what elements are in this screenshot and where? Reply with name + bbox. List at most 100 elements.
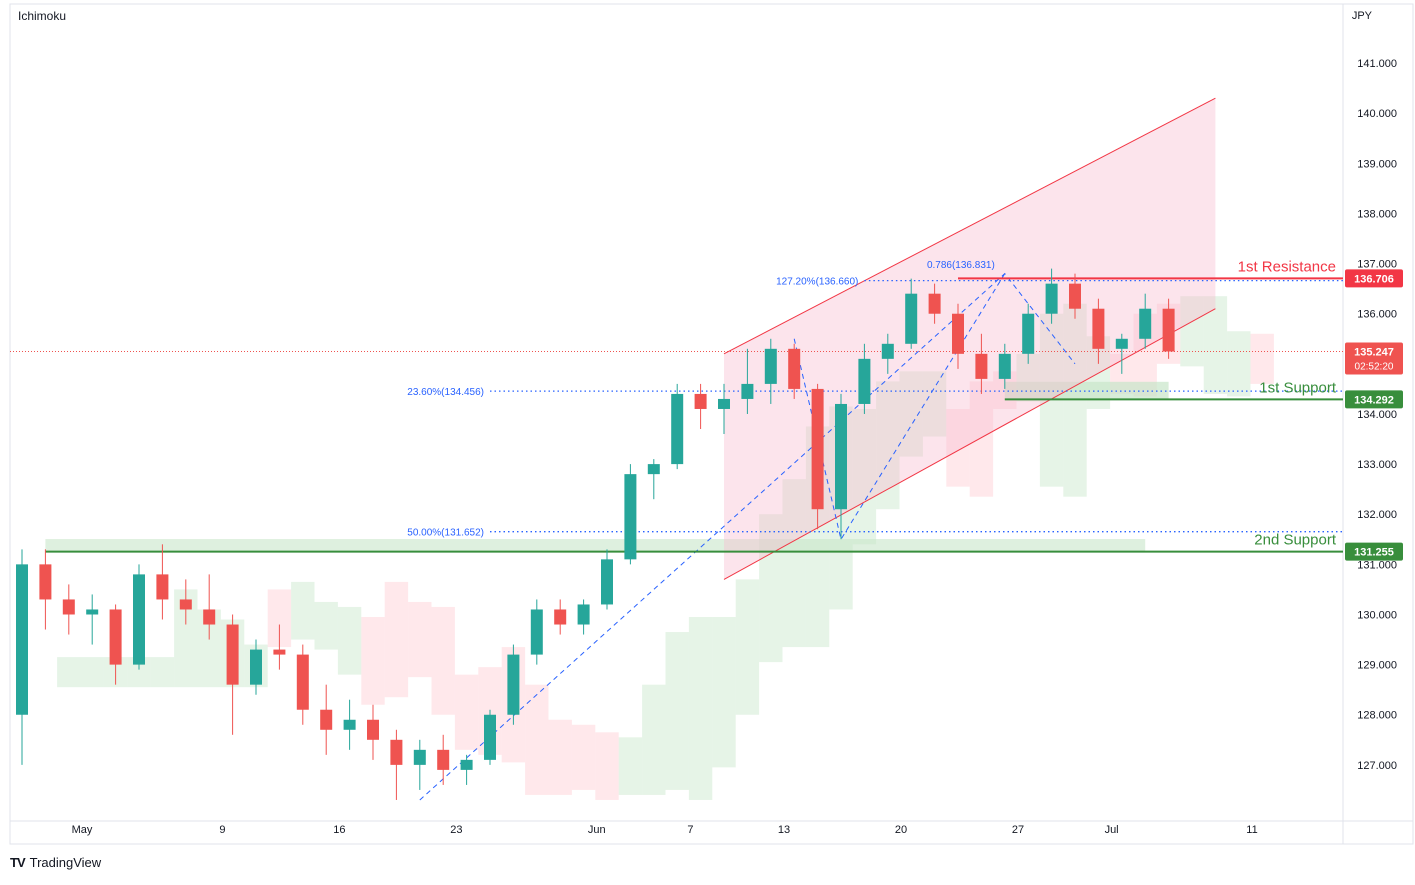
channel-upper-line [723, 97, 1216, 355]
candle-body [507, 654, 520, 715]
candle-body [484, 714, 496, 760]
first-resistance-badge [1345, 269, 1403, 288]
cloud-segment [548, 719, 572, 795]
cloud-segment [946, 408, 970, 487]
price-tick-label: 136.000 [1357, 309, 1397, 321]
candle-body [1162, 308, 1175, 352]
time-tick-label: Jun [588, 824, 606, 836]
cloud-segment [595, 732, 619, 800]
price-tick-label: 140.000 [1357, 108, 1397, 120]
cloud-segment [1180, 296, 1204, 367]
candle-body [1115, 338, 1128, 349]
cloud-segment [1203, 296, 1228, 394]
candle-body [39, 564, 52, 600]
candle-body [601, 559, 613, 605]
candle-body [1139, 308, 1152, 339]
price-tick-label: 137.000 [1357, 259, 1397, 271]
price-tick-label: 131.000 [1357, 559, 1397, 571]
second-support-zone [45, 539, 1146, 552]
candle-body [835, 403, 847, 510]
price-tick-label: 129.000 [1357, 660, 1397, 672]
time-tick-label: 16 [333, 824, 345, 836]
fib-swing-line [419, 272, 1076, 801]
candle-body [367, 719, 379, 740]
fib-level-label: 0.786(136.831) [927, 260, 995, 271]
cloud-segment [525, 684, 549, 795]
price-tick-label: 128.000 [1357, 710, 1397, 722]
candle-body [437, 749, 450, 770]
candle-body [226, 624, 239, 685]
fib-level-label: 50.00%(131.652) [407, 528, 484, 539]
cloud-segment [291, 581, 315, 640]
brand-watermark: TV TradingView [10, 855, 101, 870]
cloud-segment [712, 616, 736, 768]
candle-body [320, 709, 333, 730]
candle-body [62, 599, 75, 615]
cloud-segment [314, 601, 338, 650]
time-tick-label: 9 [219, 824, 225, 836]
candle-body [390, 739, 403, 765]
candle-body [788, 348, 801, 389]
price-tick-label: 127.000 [1357, 760, 1397, 772]
price-tick-label: 132.000 [1357, 509, 1397, 521]
candle-body [133, 574, 145, 665]
candle-body [671, 393, 684, 465]
candle-body [694, 393, 707, 409]
cloud-segment [735, 579, 760, 715]
candle-body [811, 388, 824, 510]
candle-body [1069, 283, 1081, 309]
second-support-badge [1345, 542, 1403, 561]
cloud-segment [782, 479, 806, 648]
cloud-segment [408, 601, 432, 678]
candle-body [624, 474, 637, 560]
fib-level-label: 23.60%(134.456) [407, 387, 484, 398]
cloud-segment [431, 606, 455, 715]
cloud-segment [454, 674, 479, 750]
candle-body [975, 353, 988, 379]
candle-body [530, 609, 543, 655]
cloud-segment [267, 589, 292, 648]
candle-body [952, 313, 964, 354]
candle-body [647, 464, 660, 475]
candle-body [858, 358, 871, 404]
cloud-segment [361, 616, 385, 705]
ichimoku-cloud [57, 296, 1274, 800]
price-tick-label: 133.000 [1357, 459, 1397, 471]
candle-body [109, 609, 122, 665]
cloud-segment [665, 632, 689, 790]
cloud-segment [1250, 333, 1274, 384]
first-resistance-label: 1st Resistance [1238, 258, 1336, 275]
time-tick-label: 27 [1012, 824, 1024, 836]
cloud-segment [969, 381, 994, 497]
cloud-segment [1227, 331, 1251, 397]
candle-body [554, 609, 567, 625]
cloud-segment [571, 724, 596, 790]
cloud-segment [922, 371, 947, 437]
candle-body [250, 649, 262, 685]
candle-body [413, 749, 426, 765]
time-tick-label: 11 [1246, 824, 1257, 836]
currency-label: JPY [1352, 10, 1373, 22]
time-tick-label: 7 [687, 824, 693, 836]
cloud-segment [384, 581, 409, 698]
price-tick-label: 139.000 [1357, 158, 1397, 170]
candle-body [905, 293, 918, 344]
time-tick-label: May [72, 824, 93, 836]
cloud-segment [688, 616, 713, 800]
cloud-segment [876, 381, 900, 510]
candle-body [928, 293, 941, 314]
candles [16, 268, 1175, 800]
first-resistance-badge-label: 136.706 [1354, 273, 1394, 285]
time-tick-label: 13 [778, 824, 790, 836]
candle-body [577, 604, 590, 625]
brand-label: TradingView [29, 855, 102, 870]
cloud-segment [642, 684, 666, 795]
candle-body [86, 609, 99, 615]
indicator-title: Ichimoku [18, 9, 67, 23]
candle-body [16, 564, 28, 715]
price-tick-label: 134.000 [1357, 409, 1397, 421]
candle-body [764, 348, 777, 384]
price-tick-label: 141.000 [1357, 58, 1397, 70]
